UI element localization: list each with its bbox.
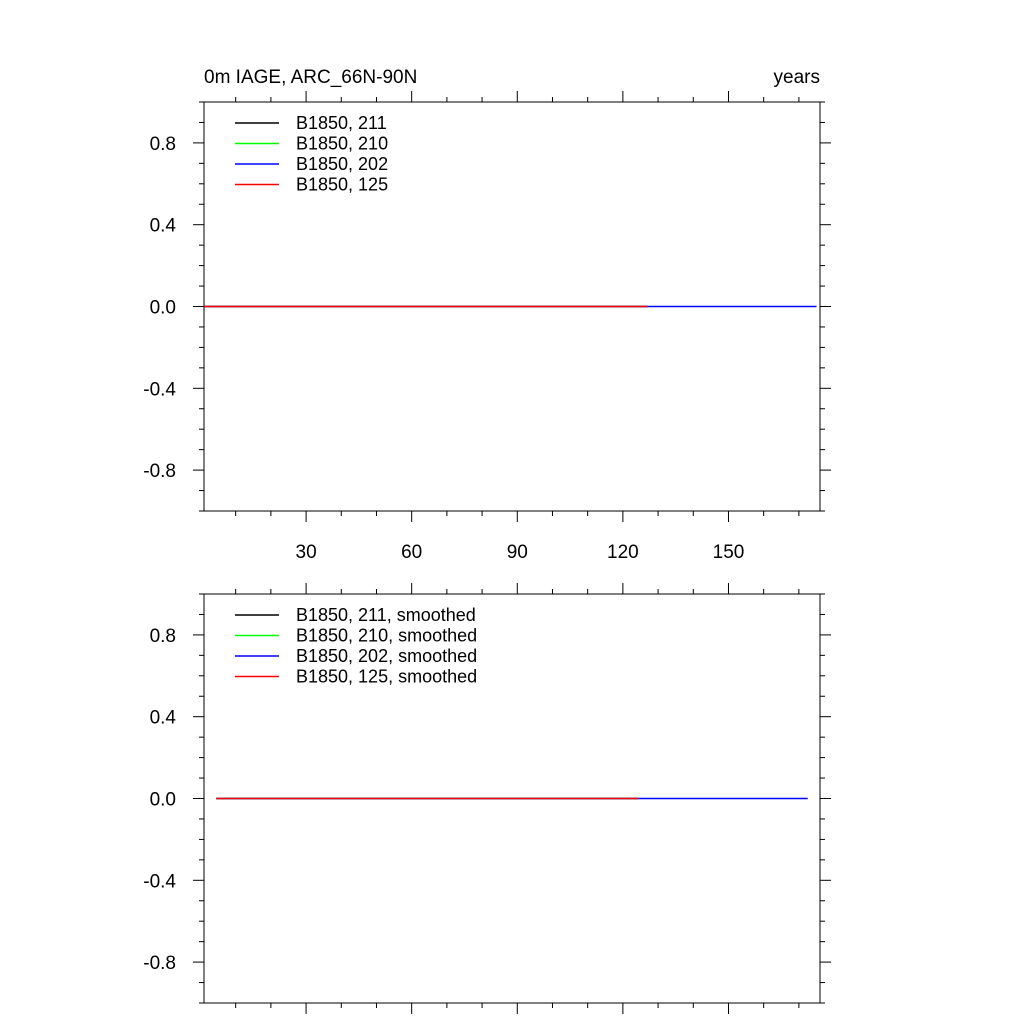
y-tick-label: -0.4: [143, 871, 176, 892]
legend-label: B1850, 125, smoothed: [296, 667, 477, 687]
legend-label: B1850, 202, smoothed: [296, 646, 477, 666]
y-tick-label: -0.8: [143, 461, 176, 482]
y-tick-label: -0.4: [143, 379, 176, 400]
y-tick-label: 0.4: [150, 708, 177, 729]
legend-label: B1850, 125: [296, 175, 388, 195]
legend-label: B1850, 210: [296, 134, 388, 154]
x-tick-label: 120: [607, 542, 639, 563]
x-tick-label: 150: [713, 542, 745, 563]
y-tick-label: 0.8: [150, 134, 176, 155]
y-tick-label: 0.0: [150, 298, 176, 319]
y-tick-label: 0.0: [150, 790, 176, 811]
y-tick-label: 0.8: [150, 626, 176, 647]
legend-label: B1850, 211, smoothed: [296, 605, 476, 625]
y-tick-label: -0.8: [143, 953, 176, 974]
title-right: years: [774, 67, 820, 88]
legend-label: B1850, 211: [296, 113, 387, 133]
x-tick-label: 90: [507, 542, 528, 563]
legend-label: B1850, 210, smoothed: [296, 626, 477, 646]
y-tick-label: 0.4: [150, 216, 177, 237]
legend-label: B1850, 202: [296, 154, 388, 174]
title-left: 0m IAGE, ARC_66N-90N: [204, 67, 417, 88]
x-tick-label: 30: [296, 542, 317, 563]
x-tick-label: 60: [401, 542, 422, 563]
